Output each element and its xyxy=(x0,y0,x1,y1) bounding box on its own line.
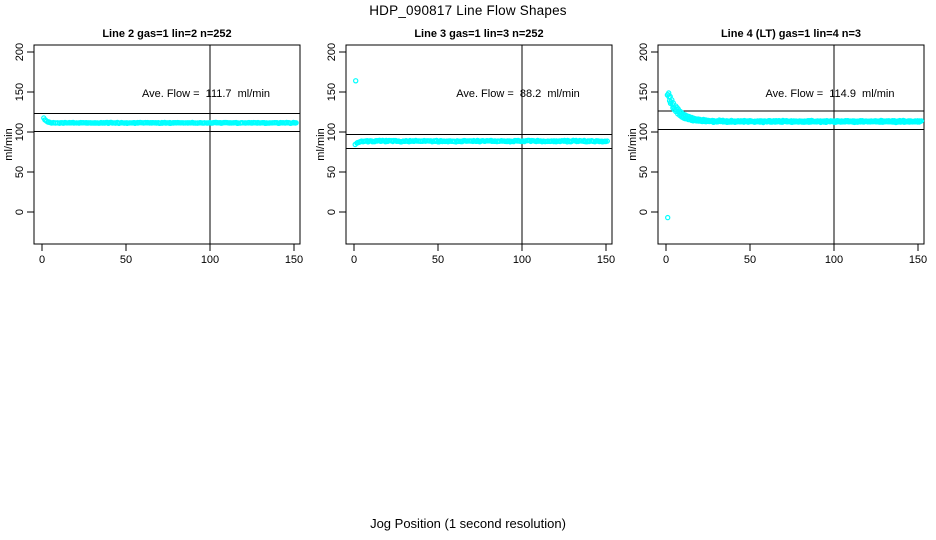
y-tick-label: 150 xyxy=(326,83,338,101)
plot-box xyxy=(657,44,925,245)
x-tick-label: 100 xyxy=(825,254,843,266)
x-tick-label: 150 xyxy=(909,254,927,266)
y-tick-label: 200 xyxy=(638,43,650,61)
ave-flow-annotation: Ave. Flow = 114.9 ml/min xyxy=(766,88,895,100)
ave-flow-annotation: Ave. Flow = 88.2 ml/min xyxy=(456,88,580,100)
plot-canvas-line-4: 0 50 100 150 200 0 50 100 150 ml/min Ave. Flow = 1… xyxy=(627,43,927,266)
plot-box xyxy=(345,44,613,245)
x-tick-label: 0 xyxy=(39,254,45,266)
x-tick-label: 150 xyxy=(285,254,303,266)
x-tick-label: 50 xyxy=(744,254,756,266)
x-tick-label: 0 xyxy=(351,254,357,266)
plot-canvas-line-2: 0 50 100 150 200 0 50 100 150 ml/min Ave. Flow = 1… xyxy=(3,43,303,266)
y-tick-label: 200 xyxy=(326,43,338,61)
plot-box xyxy=(33,44,301,245)
y-tick-label: 100 xyxy=(326,123,338,141)
y-tick-label: 0 xyxy=(638,209,650,215)
y-tick-label: 50 xyxy=(638,166,650,178)
figure-title: HDP_090817 Line Flow Shapes xyxy=(369,3,567,18)
subplot-title-line-2: Line 2 gas=1 lin=2 n=252 xyxy=(102,28,232,40)
y-tick-label: 100 xyxy=(14,123,26,141)
x-tick-label: 100 xyxy=(513,254,531,266)
y-tick-label: 200 xyxy=(14,43,26,61)
subplot-title-line-3: Line 3 gas=1 lin=3 n=252 xyxy=(414,28,544,40)
ave-flow-annotation: Ave. Flow = 111.7 ml/min xyxy=(142,88,270,100)
y-tick-label: 100 xyxy=(638,123,650,141)
plot-canvas-line-3: 0 50 100 150 200 0 50 100 150 ml/min Ave. Flow = 8… xyxy=(315,43,615,266)
data-points xyxy=(664,90,925,221)
x-tick-label: 0 xyxy=(663,254,669,266)
data-points xyxy=(41,115,299,127)
y-axis-label: ml/min xyxy=(3,128,15,160)
x-tick-label: 100 xyxy=(201,254,219,266)
y-tick-label: 150 xyxy=(14,83,26,101)
subplot-title-line-4: Line 4 (LT) gas=1 lin=4 n=3 xyxy=(720,28,862,40)
y-tick-label: 150 xyxy=(638,83,650,101)
y-axis-label: ml/min xyxy=(315,128,327,160)
x-tick-label: 50 xyxy=(120,254,132,266)
y-tick-label: 50 xyxy=(14,166,26,178)
y-tick-label: 50 xyxy=(326,166,338,178)
data-points xyxy=(352,78,610,148)
y-tick-label: 0 xyxy=(326,209,338,215)
y-tick-label: 0 xyxy=(14,209,26,215)
x-tick-label: 50 xyxy=(432,254,444,266)
x-tick-label: 150 xyxy=(597,254,615,266)
figure-xlabel: Jog Position (1 second resolution) xyxy=(370,516,566,531)
y-axis-label: ml/min xyxy=(627,128,639,160)
